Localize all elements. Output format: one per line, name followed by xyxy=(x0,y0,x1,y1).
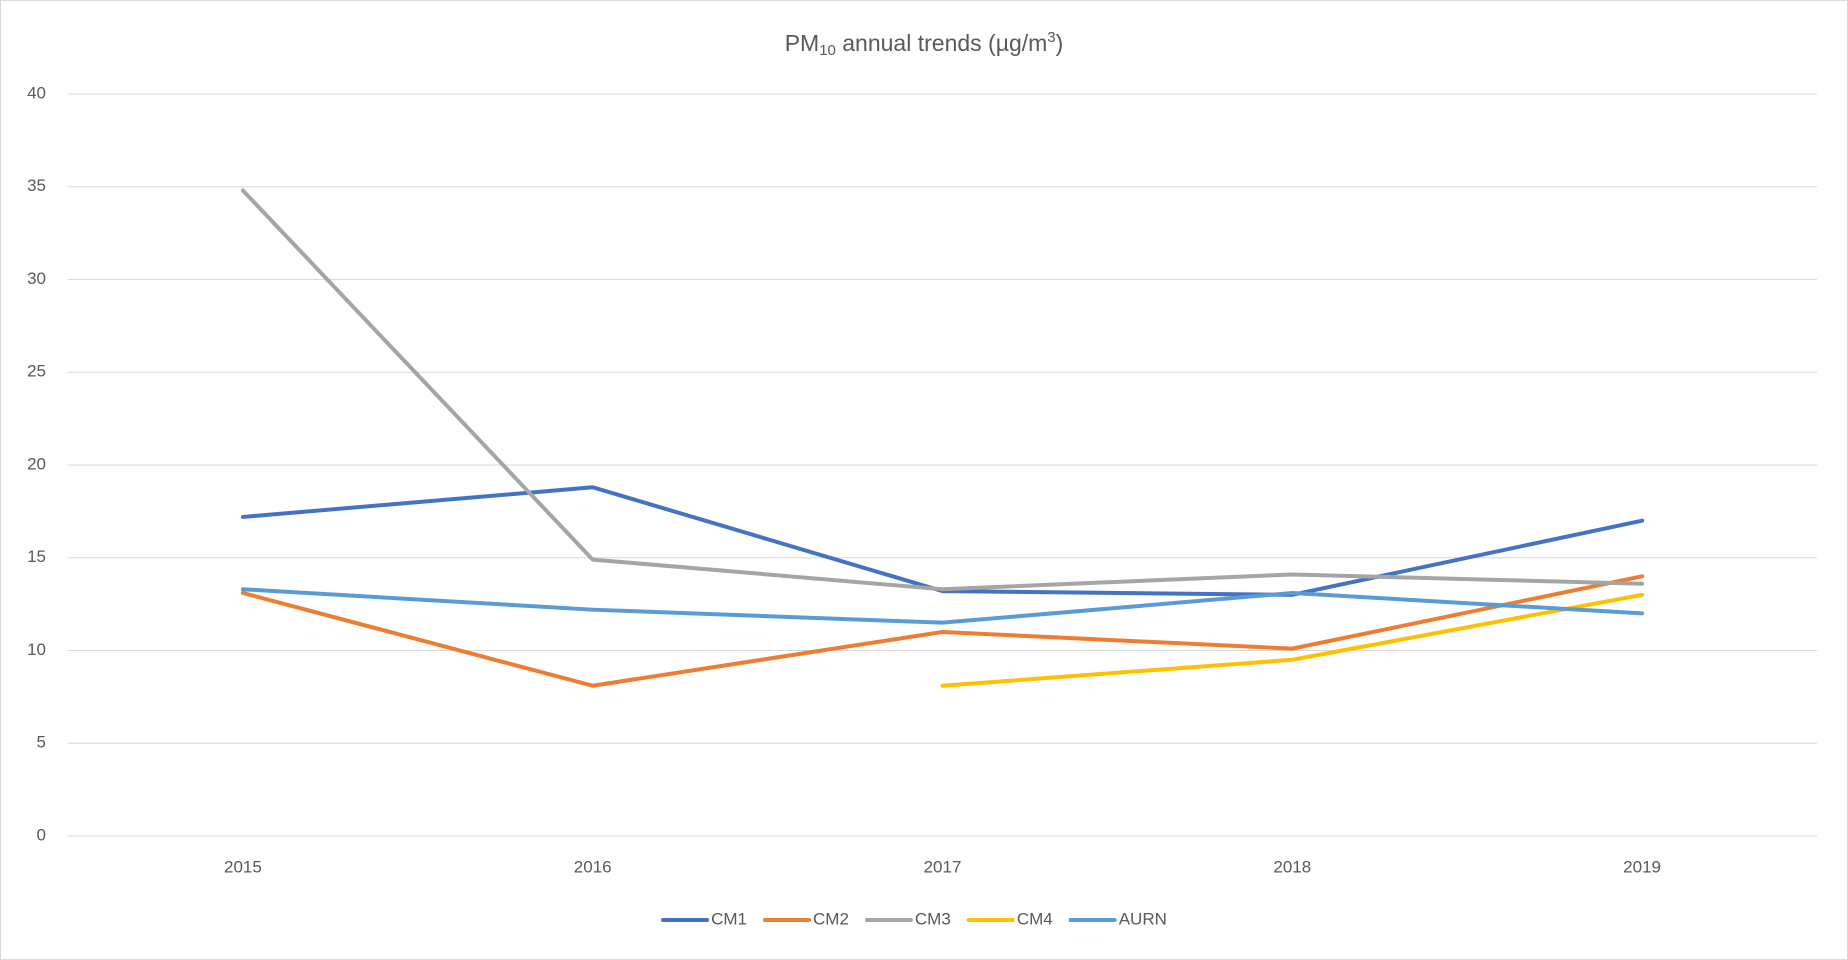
title-part: PM xyxy=(785,30,820,56)
x-tick-label: 2017 xyxy=(924,857,962,876)
title-subscript: 10 xyxy=(819,42,836,59)
legend-label: AURN xyxy=(1119,909,1167,928)
legend-label: CM2 xyxy=(813,909,849,928)
legend-label: CM4 xyxy=(1017,909,1053,928)
x-tick-label: 2018 xyxy=(1273,857,1311,876)
legend-label: CM3 xyxy=(915,909,951,928)
y-tick-label: 35 xyxy=(27,176,46,195)
y-tick-label: 25 xyxy=(27,362,46,381)
chart-title: PM10 annual trends (µg/m3) xyxy=(785,29,1064,59)
x-tick-label: 2019 xyxy=(1623,857,1661,876)
y-tick-label: 30 xyxy=(27,269,46,288)
title-part: ) xyxy=(1056,30,1064,56)
title-part: annual trends (µg/m xyxy=(836,30,1047,56)
title-superscript: 3 xyxy=(1047,29,1055,46)
y-tick-label: 10 xyxy=(27,640,46,659)
series-line xyxy=(940,592,1645,688)
y-tick-label: 0 xyxy=(37,825,46,844)
series-line xyxy=(240,574,1645,688)
x-tick-label: 2015 xyxy=(224,857,262,876)
y-tick-label: 40 xyxy=(27,83,46,102)
legend-label: CM1 xyxy=(711,909,747,928)
x-tick-label: 2016 xyxy=(574,857,612,876)
y-tick-label: 5 xyxy=(37,733,46,752)
series-line xyxy=(240,587,1645,625)
series-line xyxy=(240,188,1645,592)
y-tick-label: 20 xyxy=(27,454,46,473)
y-tick-label: 15 xyxy=(27,547,46,566)
